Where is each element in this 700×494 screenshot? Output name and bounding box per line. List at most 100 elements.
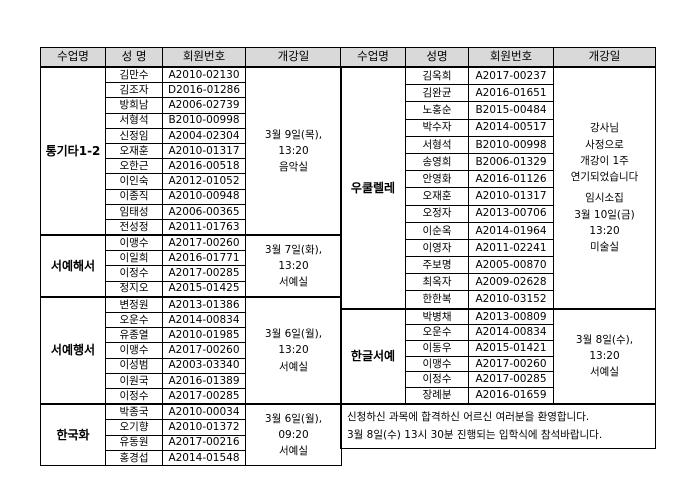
class-group: 통기타1-2 김만수 A2010-02130 3월 9일(목), 13:20 음악실 김조자…: [40, 65, 342, 236]
member-name: 이영자: [405, 238, 469, 258]
member-id: A2014-01548: [162, 449, 246, 466]
schedule-line: 3월 9일(목),: [264, 128, 323, 141]
member-row: 방희남 A2006-02739: [41, 97, 342, 114]
member-row: 오기향 A2010-01372: [41, 419, 342, 436]
member-id: A2017-00260: [162, 234, 246, 252]
member-name: 방희남: [105, 97, 163, 114]
member-row: 박수자 A2014-00517: [341, 118, 656, 137]
member-id: A2010-01317: [468, 187, 554, 206]
schedule-block: 3월 7일(화), 13:20 서예실: [247, 242, 341, 291]
header-row: 수업명 성 명 회원번호 개강일: [40, 47, 342, 68]
member-id: A2016-01126: [468, 170, 554, 189]
member-id: A2013-00706: [468, 204, 554, 223]
member-id: A2010-03152: [468, 290, 554, 310]
header-cell: 개강일: [245, 47, 342, 68]
schedule-line: 3월 7일(화),: [264, 243, 323, 256]
member-id: A2009-02628: [468, 273, 554, 292]
member-id: A2010-00034: [162, 403, 246, 421]
member-row: 한국화 박종국 A2010-00034 3월 6일(월), 09:20 서예실: [40, 403, 342, 466]
member-name: 송영희: [405, 152, 469, 172]
member-name: 안영화: [405, 170, 469, 189]
member-name: 오정자: [405, 204, 469, 223]
member-name: 오재훈: [105, 142, 163, 160]
member-id: A2011-02241: [468, 238, 554, 258]
start-date: 강사님 사정으로 개강이 1주 연기되었습니다 임시소집 3월 10일(금) 13:20 미술…: [553, 66, 656, 310]
start-date: 3월 6일(월), 09:20 서예실: [245, 403, 342, 466]
header-cell: 성명: [405, 47, 469, 68]
schedule-line: 연기되었습니다: [570, 171, 639, 184]
member-name: 노홍순: [405, 101, 469, 120]
member-name: 정지오: [105, 280, 163, 298]
member-name: 서형석: [405, 135, 469, 154]
member-row: 서예행서 변정원 A2013-01386 3월 6일(월), 13:20 서예실: [40, 295, 342, 405]
member-name: 홍경섭: [105, 449, 163, 466]
schedule-line: 13:20: [278, 259, 309, 272]
member-id: A2014-00517: [468, 118, 554, 137]
schedule-line: 개강이 1주: [580, 154, 629, 167]
member-id: A2014-00834: [468, 324, 554, 341]
member-id: A2017-00260: [162, 342, 246, 359]
header-row: 수업명 성명 회원번호 개강일: [340, 47, 656, 68]
member-name: 오한근: [105, 158, 163, 175]
member-id: A2017-00216: [162, 434, 246, 451]
notice-row: 신청하신 과목에 합격하신 어르신 여러분을 환영합니다. 3월 8일(수) 13…: [340, 402, 656, 450]
start-date: 3월 6일(월), 13:20 서예실: [245, 295, 342, 405]
member-row: 이순옥 A2014-01964: [341, 221, 656, 240]
member-name: 이일희: [105, 250, 163, 267]
member-name: 유동원: [105, 434, 163, 451]
member-row: 신정임 A2004-02304: [41, 127, 342, 144]
member-row: 우쿨렐레 김옥희 A2017-00237 강사님 사정으로 개강이 1주 연기되었습니다 임시…: [340, 66, 656, 310]
member-name: 한한복: [405, 290, 469, 310]
member-id: A2010-01372: [162, 419, 246, 436]
member-id: A2016-01651: [468, 84, 554, 103]
member-row: 노홍순 B2015-00484: [341, 101, 656, 120]
schedule-block: 강사님 사정으로 개강이 1주 연기되었습니다: [555, 120, 655, 185]
right-table: 수업명 성명 회원번호 개강일 우쿨렐레 김옥희 A2017-00237 강사님 사정으로 개강이…: [340, 47, 656, 450]
member-name: 박병채: [405, 307, 469, 326]
schedule-line: 13:20: [589, 350, 620, 363]
schedule-block: 임시소집 3월 10일(금) 13:20 미술실: [555, 190, 655, 255]
member-name: 이맹수: [105, 342, 163, 359]
member-row: 이성범 A2003-03340: [41, 357, 342, 374]
header-cell: 회원번호: [468, 47, 554, 68]
member-name: 최옥자: [405, 273, 469, 292]
member-name: 이정수: [405, 371, 469, 389]
member-id: A2004-02304: [162, 127, 246, 144]
member-row: 오한근 A2016-00518: [41, 158, 342, 175]
header-cell: 개강일: [553, 47, 656, 68]
header-cell: 회원번호: [162, 47, 246, 68]
member-row: 이일희 A2016-01771: [41, 250, 342, 267]
schedule-line: 3월 6일(월),: [264, 412, 323, 425]
member-id: A2017-00285: [162, 265, 246, 282]
class-group: 한글서예 박병채 A2013-00809 3월 8일(수), 13:20 서예실 오운수 A2…: [340, 307, 656, 405]
class-group: 우쿨렐레 김옥희 A2017-00237 강사님 사정으로 개강이 1주 연기되었습니다 임시…: [340, 66, 656, 310]
schedule-line: 3월 10일(금): [574, 208, 635, 221]
header-cell: 수업명: [40, 47, 106, 68]
member-row: 이영자 A2011-02241: [341, 238, 656, 258]
member-name: 오운수: [105, 311, 163, 329]
member-name: 이순옥: [405, 221, 469, 240]
schedule-line: 서예실: [279, 360, 308, 373]
member-row: 이원국 A2016-01389: [41, 372, 342, 389]
member-id: A2013-01386: [162, 295, 246, 313]
class-name: 한국화: [40, 403, 106, 466]
member-name: 이인숙: [105, 173, 163, 190]
member-row: 이정수 A2017-00285: [341, 371, 656, 389]
member-name: 임태성: [105, 203, 163, 220]
member-id: A2016-01659: [468, 387, 554, 405]
schedule-line: 서예실: [279, 445, 308, 458]
member-id: A2016-01389: [162, 372, 246, 389]
member-name: 오기향: [105, 419, 163, 436]
member-id: A2017-00285: [162, 387, 246, 405]
member-id: A2016-01771: [162, 250, 246, 267]
start-date: 3월 8일(수), 13:20 서예실: [553, 307, 656, 405]
member-id: A2010-01317: [162, 142, 246, 160]
member-id: D2016-01286: [162, 82, 246, 99]
member-row: 이정수 A2017-00285: [41, 387, 342, 405]
member-id: A2011-01763: [162, 218, 246, 236]
class-group: 서예해서 이맹수 A2017-00260 3월 7일(화), 13:20 서예실 이일희 A2…: [40, 234, 342, 298]
schedule-line: 09:20: [278, 428, 309, 441]
header-cell: 수업명: [340, 47, 406, 68]
notice-line: 3월 8일(수) 13시 30분 진행되는 입학식에 참석바랍니다.: [347, 428, 603, 441]
